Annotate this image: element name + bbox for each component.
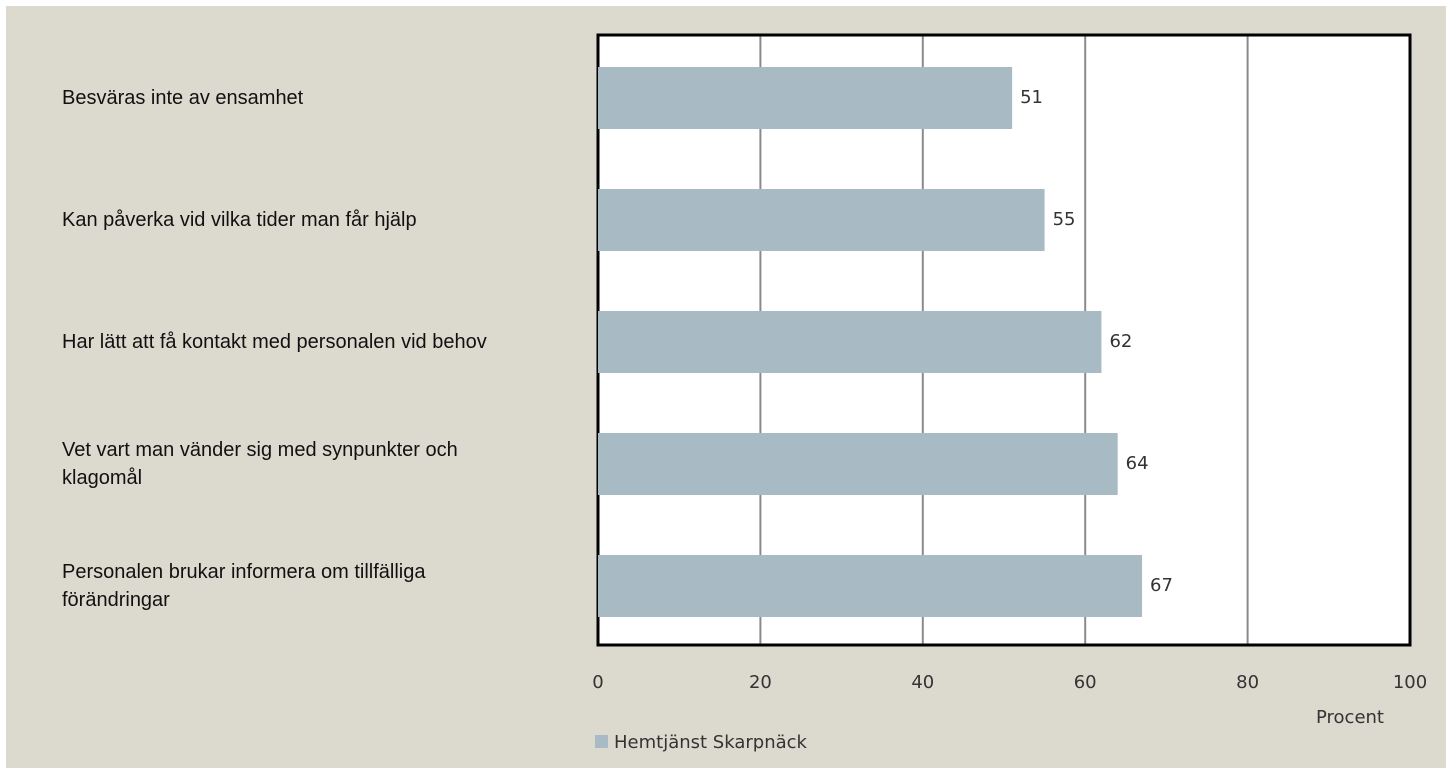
category-label: Personalen brukar informera om tillfälli…	[62, 561, 426, 611]
bar	[598, 67, 1013, 129]
data-label: 62	[1109, 331, 1132, 352]
category-label: Besväras inte av ensamhet	[62, 87, 304, 109]
x-tick-label: 80	[1236, 672, 1259, 693]
data-label: 67	[1150, 575, 1173, 596]
legend-swatch	[595, 735, 608, 748]
bar	[598, 555, 1143, 617]
x-tick-label: 60	[1074, 672, 1097, 693]
data-label: 64	[1126, 453, 1149, 474]
x-tick-label: 100	[1393, 672, 1427, 693]
x-tick-label: 40	[911, 672, 934, 693]
x-tick-label: 0	[592, 672, 603, 693]
data-label: 55	[1053, 209, 1076, 230]
x-tick-label: 20	[749, 672, 772, 693]
data-label: 51	[1020, 87, 1043, 108]
legend-label: Hemtjänst Skarpnäck	[614, 732, 808, 753]
x-axis-label: Procent	[1316, 707, 1384, 728]
category-label: Vet vart man vänder sig med synpunkter o…	[62, 439, 458, 489]
bar	[598, 189, 1045, 251]
bar	[598, 433, 1118, 495]
bar	[598, 311, 1102, 373]
category-label: Kan påverka vid vilka tider man får hjäl…	[62, 209, 417, 231]
category-label: Har lätt att få kontakt med personalen v…	[62, 331, 487, 353]
